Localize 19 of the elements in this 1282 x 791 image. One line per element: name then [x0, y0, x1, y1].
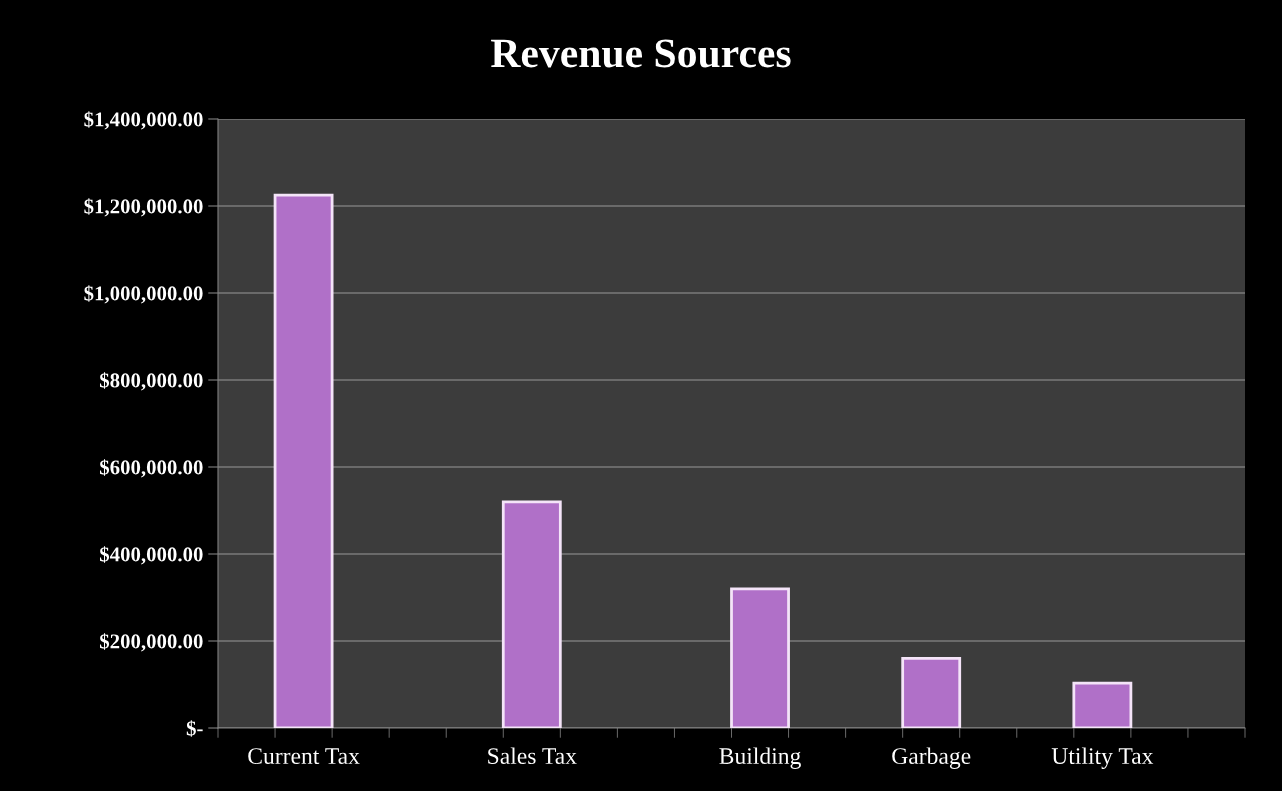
x-tick-label: Sales Tax [488, 747, 577, 765]
bar [1072, 681, 1133, 728]
y-tick-label: $1,200,000.00 [84, 198, 203, 217]
y-tick-label: $800,000.00 [99, 372, 203, 391]
bar [901, 657, 962, 728]
chart-title: Revenue Sources [491, 39, 791, 68]
y-tick-label: $200,000.00 [99, 633, 203, 652]
y-tick-label: $400,000.00 [99, 546, 203, 565]
bar [730, 587, 790, 728]
bar [501, 500, 562, 728]
x-tick-label: Building [719, 747, 801, 769]
x-tick-label: Current Tax [248, 748, 360, 765]
bar [273, 193, 334, 728]
x-tick-label: Utility Tax [1051, 747, 1154, 769]
y-tick-label: $1,400,000.00 [84, 111, 203, 130]
y-tick-label: $600,000.00 [99, 459, 203, 478]
y-tick-label: $1,000,000.00 [84, 285, 203, 304]
x-tick-label: Garbage [892, 747, 971, 769]
y-tick-label: $- [186, 720, 203, 737]
